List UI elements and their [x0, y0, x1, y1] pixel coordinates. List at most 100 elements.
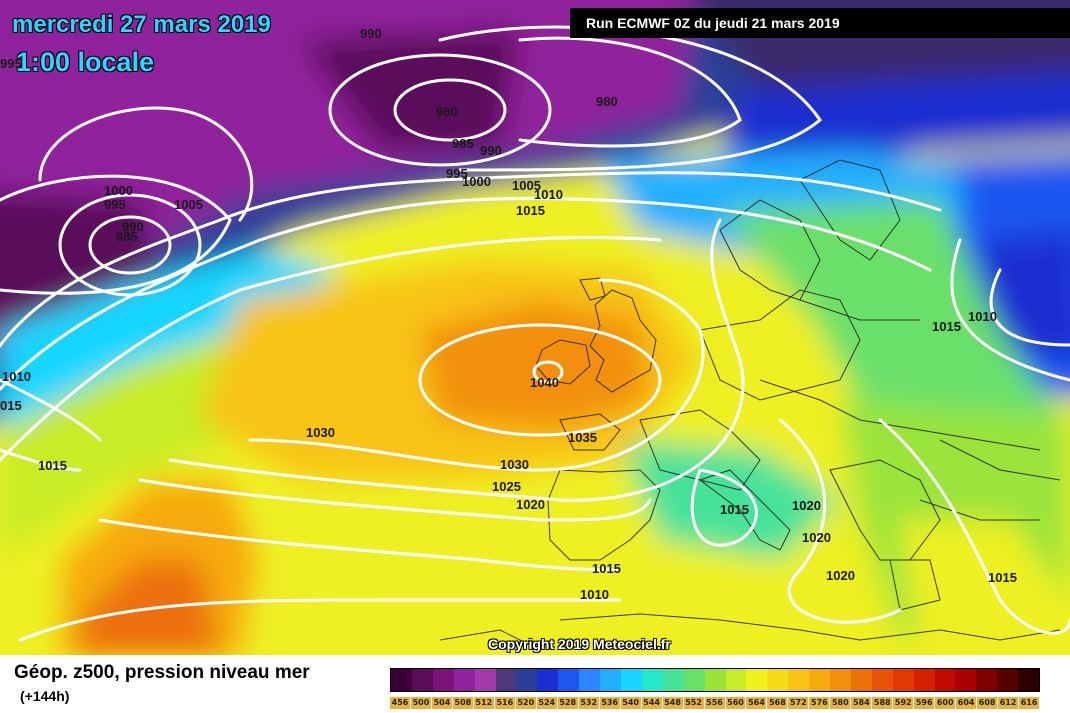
scale-color-cell — [746, 669, 768, 691]
isobar-label: 995 — [104, 197, 126, 212]
scale-color-cell — [809, 669, 831, 691]
isobar-label: 1025 — [492, 479, 521, 494]
scale-color-cell — [892, 669, 914, 691]
isobar-label: 985 — [452, 136, 474, 151]
isobar-label: 1010 — [968, 309, 997, 324]
isobar-label: 980 — [596, 94, 618, 109]
scale-color-cell — [516, 669, 538, 691]
isobar-labels: 990 995 980 985 990 980 995 1000 1005 10… — [0, 26, 1017, 602]
scale-color-cell — [1018, 669, 1040, 691]
scale-value-label: 592 — [893, 697, 914, 709]
scale-value-label: 600 — [935, 697, 956, 709]
scale-color-cell — [579, 669, 601, 691]
scale-value-label: 532 — [578, 697, 599, 709]
isobar-lines — [0, 25, 1070, 642]
scale-color-cell — [411, 669, 433, 691]
scale-value-label: 512 — [473, 697, 494, 709]
scale-color-cell — [955, 669, 977, 691]
isobar-label: 1005 — [512, 178, 541, 193]
scale-value-label: 616 — [1019, 697, 1040, 709]
scale-value-label: 540 — [620, 697, 641, 709]
isobar-label: 1020 — [516, 497, 545, 512]
isobar-label: 1005 — [174, 197, 203, 212]
scale-color-cell — [600, 669, 621, 691]
scale-value-label: 544 — [641, 697, 662, 709]
scale-value-label: 552 — [683, 697, 704, 709]
scale-color-cell — [662, 669, 684, 691]
scale-color-cell — [704, 669, 726, 691]
copyright-text: Copyright 2019 Meteociel.fr — [488, 636, 671, 652]
z500-color-field — [0, 0, 1070, 655]
scale-color-cell — [558, 669, 580, 691]
isobar-label: 1015 — [38, 458, 67, 473]
scale-value-label: 568 — [767, 697, 788, 709]
scale-color-cell — [453, 669, 475, 691]
isobar-label: 1000 — [462, 174, 491, 189]
isobar-label: 1015 — [988, 570, 1017, 585]
scale-color-cell — [432, 669, 454, 691]
scale-color-cell — [391, 669, 412, 691]
scale-value-label: 572 — [788, 697, 809, 709]
color-scale-labels: 456 500 504 508 512 516 520 524 528 532 536 540 544 5… — [390, 697, 1040, 709]
scale-color-cell — [495, 669, 517, 691]
isobar-label: 1040 — [530, 375, 559, 390]
isobar-label: 1015 — [720, 502, 749, 517]
scale-value-label: 524 — [536, 697, 557, 709]
isobar-label: 1020 — [802, 530, 831, 545]
scale-value-label: 528 — [557, 697, 578, 709]
isobar-label: 985 — [116, 229, 138, 244]
scale-color-cell — [976, 669, 998, 691]
scale-value-label: 548 — [662, 697, 683, 709]
isobar-label: 1020 — [792, 498, 821, 513]
scale-value-label: 596 — [914, 697, 935, 709]
scale-color-cell — [997, 669, 1019, 691]
isobar-label: 1030 — [500, 457, 529, 472]
scale-value-label: 608 — [977, 697, 998, 709]
isobar-label: 1035 — [568, 430, 597, 445]
isobar-label: 1000 — [104, 183, 133, 198]
isobar-label: 990 — [360, 26, 382, 41]
scale-value-label: 580 — [830, 697, 851, 709]
isobar-label: 1020 — [826, 568, 855, 583]
isobar-label: 1030 — [306, 425, 335, 440]
isobar-label: 1015 — [592, 561, 621, 576]
scale-color-cell — [537, 669, 559, 691]
scale-value-label: 520 — [515, 697, 536, 709]
forecast-time: 1:00 locale — [16, 47, 155, 77]
scale-color-cell — [830, 669, 851, 691]
scale-value-label: 516 — [494, 697, 515, 709]
scale-color-cell — [934, 669, 956, 691]
isobar-label: 995 — [0, 56, 22, 71]
geopotential-map: 990 995 980 985 990 980 995 1000 1005 10… — [0, 0, 1070, 655]
isobar-label: 1010 — [580, 587, 609, 602]
isobar-label: 1010 — [534, 187, 563, 202]
scale-value-label: 612 — [998, 697, 1019, 709]
scale-color-cell — [620, 669, 642, 691]
scale-value-label: 536 — [599, 697, 620, 709]
scale-color-cell — [788, 669, 810, 691]
scale-value-label: 556 — [704, 697, 725, 709]
forecast-date: mercredi 27 mars 2019 — [12, 11, 271, 38]
isobar-label: 1015 — [516, 203, 545, 218]
scale-color-cell — [850, 669, 872, 691]
model-run-label: Run ECMWF 0Z du jeudi 21 mars 2019 — [570, 8, 1070, 38]
scale-value-label: 604 — [956, 697, 977, 709]
isobar-label: 990 — [480, 143, 502, 158]
isobar-label: 015 — [0, 398, 22, 413]
scale-color-cell — [683, 669, 705, 691]
coastlines — [439, 159, 1061, 651]
isobar-label: 995 — [446, 166, 468, 181]
scale-color-cell — [725, 669, 747, 691]
scale-value-label: 584 — [851, 697, 872, 709]
legend-title: Géop. z500, pression niveau mer — [14, 662, 310, 683]
scale-value-label: 560 — [725, 697, 746, 709]
isobar-label: 980 — [436, 104, 458, 119]
isobar-label: 990 — [122, 219, 144, 234]
scale-color-cell — [641, 669, 663, 691]
scale-value-label: 588 — [872, 697, 893, 709]
scale-value-label: 456 — [390, 697, 410, 709]
weather-map: 990 995 980 985 990 980 995 1000 1005 10… — [0, 0, 1070, 655]
color-scale-bar — [390, 668, 1040, 692]
scale-value-label: 504 — [431, 697, 452, 709]
scale-color-cell — [474, 669, 496, 691]
